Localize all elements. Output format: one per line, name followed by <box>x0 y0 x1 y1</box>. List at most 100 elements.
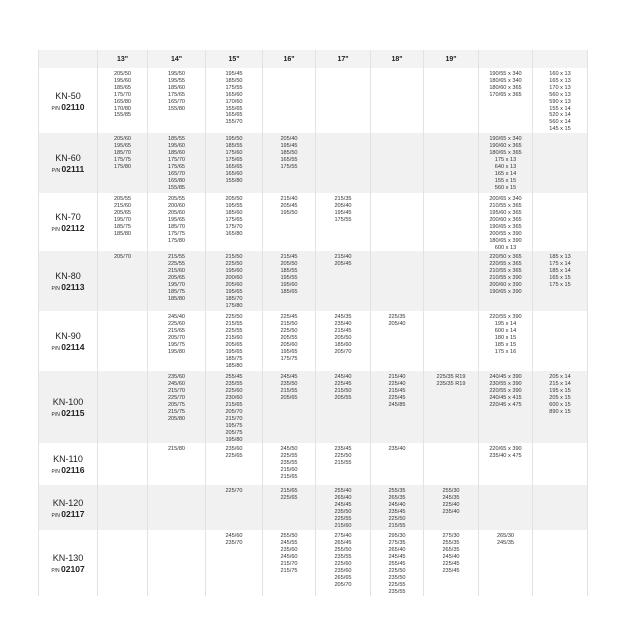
tire-size: 230/55 x 390 <box>489 381 522 388</box>
tire-size: 245/45 <box>334 502 352 509</box>
model-name: KN-110 <box>53 454 83 465</box>
tire-size: 520 x 14 <box>549 112 571 119</box>
tire-size: 225/60 <box>225 388 243 395</box>
tire-size: 215/70 <box>225 415 243 422</box>
sizes-table-wrap: 13" 14" 15" 16" 17" 18" 19" KN-50 P/N 02110 205/5… <box>38 50 588 597</box>
size-cell: 205/50 195/55 185/60 175/65 175/70 165/80 <box>205 193 263 252</box>
tire-size: 200/60 <box>167 203 186 210</box>
part-number-label: P/N <box>51 168 61 175</box>
tire-size: 215/55 <box>225 321 243 328</box>
part-number-label: P/N <box>51 346 60 353</box>
tire-size: 195/45 <box>225 71 243 77</box>
tire-size: 210/55 x 365 <box>489 203 522 210</box>
size-cell <box>532 193 588 252</box>
tire-size: 220/50 x 365 <box>489 254 522 261</box>
tire-size: 215/50 <box>334 388 352 395</box>
column-header: 13" <box>97 50 148 68</box>
tire-size: 185/60 <box>225 209 243 216</box>
tire-size: 185/55 <box>167 136 186 143</box>
part-number-label: P/N <box>51 105 60 112</box>
tire-size: 225/50 <box>388 568 406 574</box>
tire-size: 205/40 <box>388 321 406 328</box>
tire-size: 215/80 <box>167 446 186 453</box>
model-cell: KN-90 P/N 02114 <box>38 311 98 372</box>
size-cell: 205/70 <box>97 251 148 312</box>
model-cell: KN-100 P/N 02115 <box>38 371 98 444</box>
tire-size: 245/35 <box>442 495 460 502</box>
tire-size: 235/35 R19 <box>436 381 466 388</box>
part-number-label: P/N <box>51 568 60 575</box>
tire-size: 220/55 x 390 <box>489 388 522 395</box>
tire-size: 600 x 13 <box>494 244 517 251</box>
tire-size: 205 x 15 <box>549 395 571 402</box>
size-cell: 235/45 225/50 215/55 <box>315 443 371 486</box>
size-cell: 195/50 195/55 185/60 175/65 165/70 155/80 <box>147 68 206 134</box>
tire-size: 175/75 <box>113 156 132 163</box>
model-cell: KN-70 P/N 02112 <box>38 193 98 252</box>
size-cell: 295/30 275/35 265/40 245/45 255/45 225/50 235/… <box>370 530 424 597</box>
tire-size: 590 x 13 <box>549 98 571 105</box>
size-cell: 245/40 225/60 215/65 205/70 195/75 195/80 <box>147 311 206 372</box>
tire-size: 205/70 <box>225 408 243 415</box>
tire-size: 175/70 <box>113 91 132 98</box>
tire-size: 600 x 15 <box>549 402 571 409</box>
size-cell <box>423 68 479 134</box>
tire-size: 245/35 <box>496 540 515 547</box>
part-number-value: 02112 <box>61 223 85 234</box>
size-cell <box>262 68 316 134</box>
tire-size: 160 x 13 <box>549 71 571 77</box>
tire-size: 175/65 <box>167 91 186 98</box>
size-cell: 235/60 225/65 <box>205 443 263 486</box>
tire-size: 225/40 <box>388 381 406 388</box>
part-number-value: 02111 <box>61 164 85 175</box>
tire-size: 195/60 <box>167 143 186 150</box>
tire-size: 205/55 <box>280 335 298 342</box>
size-cell: 205/55 200/60 205/60 195/65 185/70 175/75 175/… <box>147 193 206 252</box>
tire-size: 295/30 <box>388 533 406 540</box>
part-number: P/N 02116 <box>39 465 97 475</box>
model-cell: KN-110 P/N 02116 <box>38 443 98 486</box>
tire-size: 195/50 <box>280 209 298 216</box>
size-cell: 275/40 265/45 255/50 235/55 225/60 235/60 265/… <box>315 530 371 597</box>
part-number-label: P/N <box>51 286 60 293</box>
part-number-label: P/N <box>51 469 60 476</box>
tire-size: 195/65 <box>280 348 298 355</box>
sizes-table: 13" 14" 15" 16" 17" 18" 19" KN-50 P/N 02110 205/5… <box>38 50 588 597</box>
tire-size: 155 x 14 <box>549 105 571 112</box>
tire-size: 205/65 <box>225 342 243 349</box>
tire-size: 170/60 <box>225 98 243 105</box>
size-cell: 255/30 245/35 225/40 235/40 <box>423 485 479 531</box>
tire-size: 175/65 <box>167 163 186 170</box>
tire-size: 195/75 <box>167 342 186 349</box>
size-cell: 225/35 205/40 <box>370 311 424 372</box>
tire-size: 215/60 <box>113 203 132 210</box>
part-number-label: P/N <box>51 512 60 519</box>
tire-size: 165/55 <box>280 156 298 163</box>
model-cell: KN-120 P/N 02117 <box>38 485 98 531</box>
tire-size: 155/80 <box>225 177 243 184</box>
tire-size: 185/70 <box>113 149 132 156</box>
tire-size: 215/60 <box>167 268 186 275</box>
model-name: KN-100 <box>52 397 84 408</box>
size-cell: 235/60 245/60 215/70 225/70 205/75 215/75 205/… <box>147 371 206 444</box>
size-cell: 185 x 13 175 x 14 185 x 14 165 x 15 175 x 15 <box>532 251 588 312</box>
tire-size: 215/70 <box>280 561 298 568</box>
tire-size: 215/45 <box>280 254 298 261</box>
tire-size: 225/50 <box>225 261 243 268</box>
part-number: P/N 02112 <box>39 223 97 233</box>
model-cell: KN-130 P/N 02107 <box>38 530 98 597</box>
model-name: KN-70 <box>55 212 81 223</box>
tire-size: 205/65 <box>280 395 298 402</box>
tire-size: 195/60 x 365 <box>489 209 522 216</box>
tire-size: 200/55 x 390 <box>489 230 522 237</box>
tire-size: 210/55 x 365 <box>489 268 522 275</box>
size-cell: 245/35 235/40 215/45 205/50 185/60 205/70 <box>315 311 371 372</box>
tire-size: 185/60 <box>334 342 352 349</box>
tire-size: 560 x 14 <box>549 119 571 126</box>
size-cell <box>370 193 424 252</box>
tire-size: 215/45 <box>334 328 352 335</box>
tire-size: 205/75 <box>167 402 186 409</box>
tire-size: 235/70 <box>225 540 243 547</box>
table-row: KN-80 P/N 02113 205/70 215/55 225/55 215/60 20… <box>38 251 588 312</box>
tire-size: 155 x 15 <box>494 177 517 184</box>
